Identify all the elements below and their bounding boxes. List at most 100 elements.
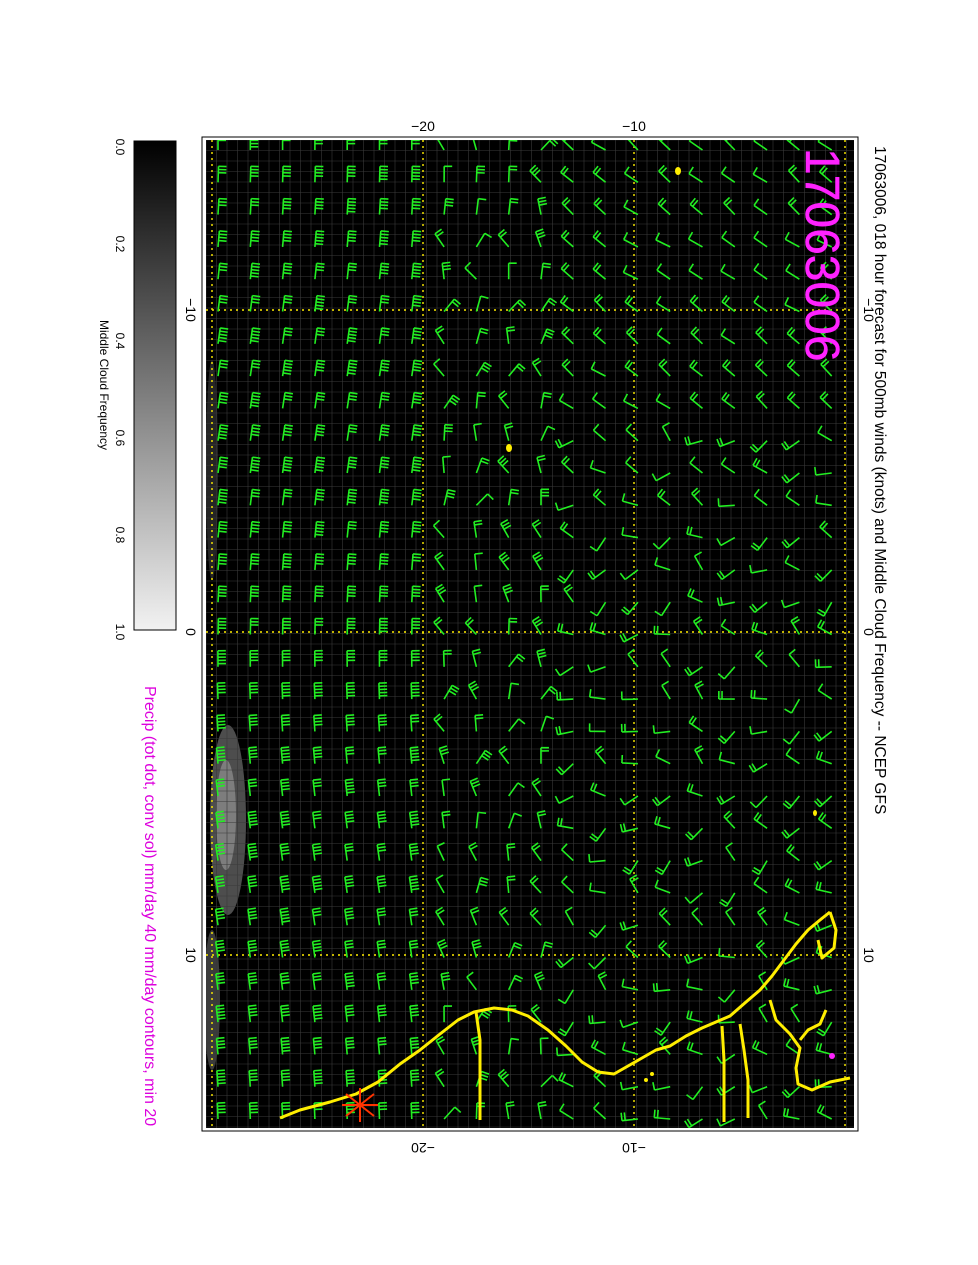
- wind-barb: [475, 295, 489, 312]
- wind-barb: [781, 827, 800, 839]
- wind-barb: [531, 357, 542, 377]
- wind-barb: [346, 262, 357, 280]
- wind-barb: [435, 874, 445, 894]
- wind-barb: [590, 782, 606, 797]
- wind-barb: [716, 1118, 736, 1127]
- wind-barb: [410, 682, 420, 700]
- wind-barb: [279, 778, 290, 797]
- wind-barb: [311, 842, 323, 861]
- wind-barb: [441, 810, 451, 829]
- wind-barb: [786, 391, 800, 409]
- wind-barb: [507, 197, 519, 215]
- wind-barb: [784, 698, 801, 714]
- wind-barb: [560, 165, 574, 183]
- colorbar-tick-label: 0.0: [113, 139, 127, 156]
- wind-barb: [559, 1103, 574, 1120]
- wind-barb: [594, 745, 607, 765]
- wind-barb: [468, 842, 478, 861]
- wind-barb: [469, 906, 480, 926]
- wind-barb: [217, 262, 228, 280]
- wind-barb: [217, 424, 229, 441]
- date-stamp: 17063006: [795, 148, 848, 362]
- wind-barb: [654, 601, 671, 617]
- wind-barb: [249, 140, 259, 150]
- wind-barb: [720, 263, 736, 280]
- wind-barb: [408, 810, 420, 829]
- wind-barb: [279, 939, 290, 958]
- wind-barb: [345, 1069, 356, 1087]
- wind-barb: [748, 763, 768, 773]
- wind-barb: [249, 262, 261, 280]
- wind-barb: [475, 197, 487, 215]
- wind-barb: [346, 488, 358, 506]
- bottom-axis-tick: −20: [411, 1140, 435, 1156]
- wind-barb: [529, 907, 542, 926]
- wind-barb: [619, 1081, 639, 1091]
- wind-barb: [757, 1100, 768, 1120]
- wind-barb: [215, 810, 226, 829]
- wind-barb: [753, 812, 768, 829]
- map-title: 17063006, 018 hour forecast for 500mb wi…: [871, 146, 888, 814]
- wind-barb: [716, 596, 735, 607]
- wind-barb: [378, 682, 388, 700]
- wind-barb: [757, 906, 768, 926]
- wind-barb: [661, 680, 671, 700]
- wind-barb: [409, 746, 420, 764]
- wind-barb: [346, 520, 357, 538]
- wind-barb: [655, 232, 671, 248]
- wind-barb: [215, 1036, 226, 1055]
- colorbar-tick-labels: 0.0 0.2 0.4 0.6 0.8 1.0: [113, 139, 127, 641]
- wind-barb: [411, 165, 421, 183]
- wind-barb: [813, 985, 832, 995]
- wind-barb: [376, 939, 387, 958]
- wind-barb: [473, 584, 483, 603]
- wind-barb: [507, 812, 523, 829]
- wind-barb: [443, 488, 456, 506]
- wind-barb: [411, 585, 421, 603]
- wind-barb: [471, 939, 482, 958]
- wind-barb: [749, 726, 768, 735]
- wind-barb: [508, 299, 527, 313]
- wind-barb: [249, 327, 261, 344]
- wind-barb: [281, 294, 293, 312]
- wind-barb: [497, 455, 510, 474]
- wind-barb: [248, 1101, 259, 1120]
- wind-barb: [280, 1036, 291, 1055]
- wind-barb: [248, 714, 258, 732]
- wind-barb: [314, 391, 326, 409]
- wind-barb: [625, 456, 639, 474]
- wind-barb: [651, 472, 671, 482]
- wind-barb: [694, 680, 704, 700]
- wind-barb: [217, 649, 226, 667]
- wind-barb: [540, 685, 558, 700]
- wind-barb: [346, 553, 357, 570]
- wind-barb: [561, 140, 574, 151]
- wind-barb: [247, 842, 258, 861]
- wind-barb: [312, 810, 322, 829]
- wind-barb: [475, 749, 493, 765]
- wind-barb: [498, 906, 510, 926]
- wind-barb: [434, 228, 445, 248]
- wind-barb: [378, 359, 390, 377]
- wind-barb: [592, 230, 607, 248]
- wind-barb: [749, 564, 768, 574]
- wind-barb: [658, 358, 671, 377]
- wind-barb: [559, 521, 574, 539]
- tropical-cyclone-symbol: [342, 1088, 378, 1122]
- wind-barb: [786, 140, 800, 151]
- wind-barb: [555, 763, 574, 776]
- wind-barb: [621, 754, 638, 765]
- wind-barb: [687, 588, 703, 603]
- wind-barb: [279, 842, 290, 861]
- wind-barb: [619, 569, 639, 581]
- wind-barb: [725, 906, 736, 926]
- wind-barb: [314, 294, 325, 312]
- wind-barb: [753, 488, 768, 506]
- wind-barb: [376, 810, 387, 829]
- wind-barb: [411, 553, 422, 570]
- wind-barb: [311, 939, 323, 958]
- wind-barb: [556, 817, 574, 830]
- wind-barb: [434, 325, 445, 345]
- wind-barb: [441, 261, 452, 280]
